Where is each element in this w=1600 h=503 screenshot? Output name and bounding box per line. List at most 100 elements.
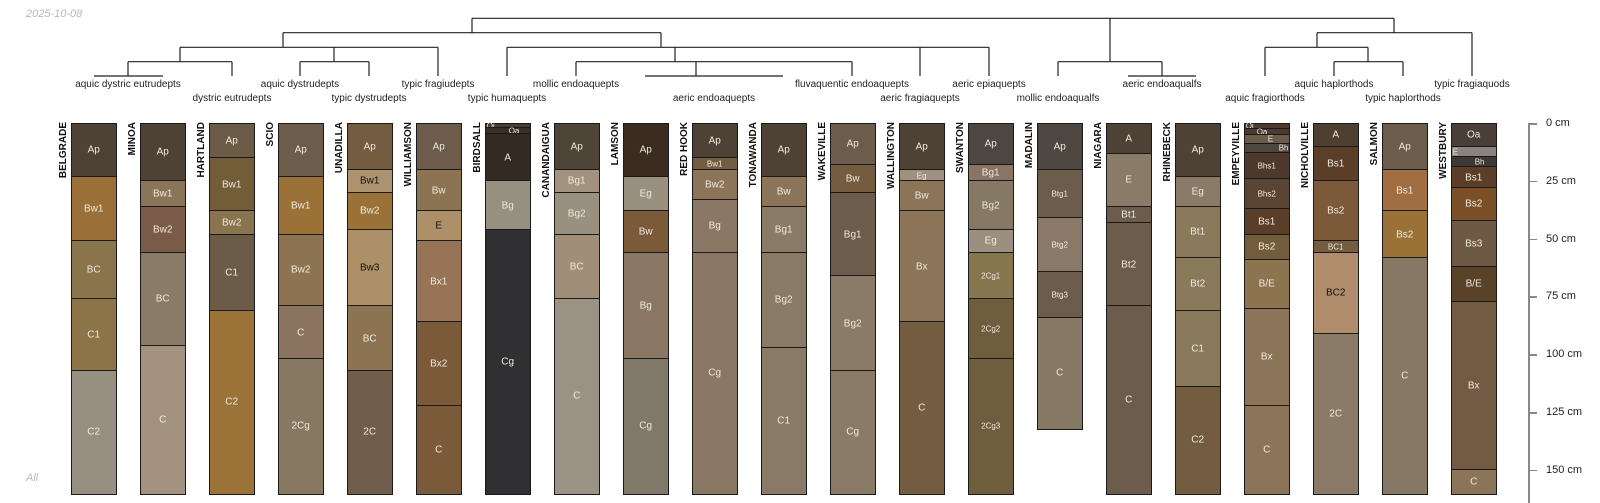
horizon-label: Bw1: [83, 203, 104, 215]
horizon-label: Ap: [363, 141, 376, 153]
horizon-label: Bt2: [1121, 259, 1137, 271]
taxon-label: typic dystrudepts: [331, 93, 407, 104]
horizon: Ap: [691, 122, 738, 159]
depth-tick-label: 50 cm: [1546, 232, 1576, 245]
horizon-label: Bh: [1474, 157, 1485, 167]
horizon-label: Bh: [1278, 143, 1289, 153]
horizon-label: Ap: [846, 138, 859, 150]
horizon-label: BC: [362, 333, 377, 345]
horizon: C2: [1174, 386, 1221, 495]
horizon-label: C: [1263, 444, 1271, 456]
horizon: BC1: [1312, 240, 1359, 254]
horizon: 2Cg: [277, 358, 324, 495]
depth-tick-label: 0 cm: [1546, 117, 1570, 129]
horizon-label: C1: [777, 415, 791, 427]
group-label: All: [26, 472, 39, 484]
taxon-label: typic fragiaquods: [1434, 79, 1510, 90]
horizon-label: Oa: [1256, 127, 1268, 137]
profile-name: MINOA: [126, 122, 138, 156]
horizon-label: Bs2: [1465, 198, 1483, 210]
horizon: Bg1: [967, 164, 1014, 182]
horizon-label: 2C: [363, 426, 377, 438]
horizon: Bs3: [1450, 219, 1497, 267]
horizon-label: Ap: [156, 146, 169, 158]
horizon-label: Bw2: [290, 264, 311, 276]
taxon-label: aquic dystric eutrudepts: [75, 79, 181, 90]
profile-name: SWANTON: [954, 122, 966, 173]
horizon-label: Bs1: [1396, 185, 1414, 197]
horizon: E: [1105, 152, 1152, 207]
horizon: 2Cg1: [967, 252, 1014, 300]
horizon: Bt2: [1174, 256, 1221, 311]
horizon: Bhs2: [1243, 178, 1290, 210]
horizon: B/E: [1243, 258, 1290, 309]
horizon: Btg3: [1036, 270, 1083, 318]
depth-tick: [1528, 238, 1537, 241]
horizon: Ap: [760, 122, 807, 177]
depth-tick-label: 125 cm: [1546, 406, 1583, 419]
horizon: Bw2: [208, 210, 255, 235]
horizon: Bw: [622, 210, 669, 254]
horizon: Bx2: [415, 321, 462, 406]
horizon: C: [1381, 256, 1428, 495]
horizon-label: Bg2: [774, 294, 793, 306]
horizon-label: Bg1: [843, 229, 862, 240]
horizon: Bw3: [346, 228, 393, 307]
horizon-label: BC: [569, 261, 584, 273]
horizon: Bg1: [829, 191, 876, 277]
horizon: A: [1312, 122, 1359, 147]
profile-name: HARTLAND: [195, 122, 207, 178]
horizon-label: Ap: [1398, 141, 1411, 153]
horizon: 2Cg3: [967, 358, 1014, 495]
depth-tick-label: 150 cm: [1546, 463, 1583, 476]
horizon: C: [553, 298, 600, 495]
horizon-label: C2: [87, 426, 101, 438]
horizon-label: 2Cg3: [981, 421, 1001, 431]
horizon-label: Bw1: [706, 159, 723, 169]
horizon-label: Bg2: [567, 208, 586, 220]
depth-tick: [1528, 123, 1537, 125]
horizon: Bt1: [1174, 205, 1221, 258]
horizon-label: Eg: [984, 235, 997, 247]
horizon: Bs2: [1312, 180, 1359, 242]
horizon: Bs2: [1381, 210, 1428, 258]
horizon: Ap: [967, 122, 1014, 166]
horizon: C2: [70, 369, 117, 495]
horizon: BC2: [1312, 252, 1359, 334]
horizon: C: [277, 305, 324, 360]
horizon: Ap: [346, 122, 393, 170]
horizon-label: Bs1: [1465, 172, 1483, 184]
horizon: Bs2: [1243, 233, 1290, 260]
horizon: Bw1: [139, 180, 186, 207]
horizon: Bw: [760, 175, 807, 207]
depth-tick-label: 25 cm: [1546, 174, 1576, 187]
horizon: Cg: [829, 369, 876, 495]
profile-name: UNADILLA: [333, 122, 345, 174]
horizon-label: Bs2: [1258, 241, 1276, 253]
horizon-label: C: [1470, 476, 1478, 488]
horizon-label: 2C: [1329, 408, 1343, 420]
profile-name: SALMON: [1368, 122, 1380, 166]
horizon-label: Bs3: [1465, 238, 1483, 250]
horizon-label: E: [1267, 134, 1274, 144]
taxon-label: aeric epiaquepts: [952, 79, 1026, 90]
taxon-label: mollic endoaquepts: [532, 79, 620, 90]
horizon-label: Btg2: [1051, 240, 1068, 250]
taxon-label: aquic haplorthods: [1294, 79, 1374, 90]
horizon-label: 2Cg: [291, 420, 310, 432]
horizon: C1: [760, 346, 807, 495]
profile-name: SCIO: [264, 122, 276, 147]
depth-tick: [1528, 180, 1537, 183]
horizon: Bg: [622, 252, 669, 360]
horizon-label: C: [159, 414, 167, 426]
horizon: Bs1: [1243, 208, 1290, 235]
horizon-label: A: [504, 152, 512, 164]
profile-name: CANANDAIGUA: [540, 122, 552, 198]
horizon: Bx: [898, 210, 945, 323]
horizon: Ap: [553, 122, 600, 170]
horizon: Bx: [1450, 300, 1497, 471]
profile-name: BELGRADE: [57, 122, 69, 179]
depth-tick: [1528, 354, 1537, 356]
horizon: C: [415, 404, 462, 495]
horizon: Bhs1: [1243, 151, 1290, 179]
